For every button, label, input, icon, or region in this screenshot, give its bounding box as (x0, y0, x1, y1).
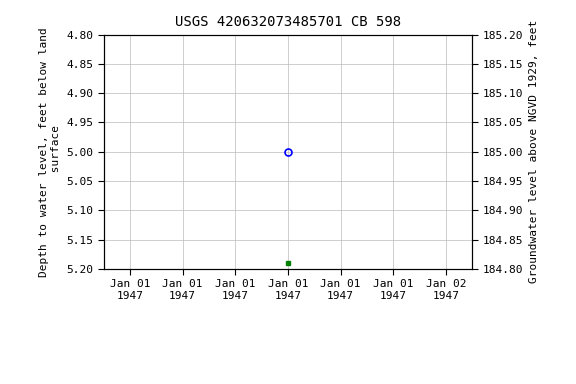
Y-axis label: Depth to water level, feet below land
 surface: Depth to water level, feet below land su… (39, 27, 60, 276)
Y-axis label: Groundwater level above NGVD 1929, feet: Groundwater level above NGVD 1929, feet (529, 20, 539, 283)
Title: USGS 420632073485701 CB 598: USGS 420632073485701 CB 598 (175, 15, 401, 29)
Legend: Period of approved data: Period of approved data (191, 380, 385, 384)
